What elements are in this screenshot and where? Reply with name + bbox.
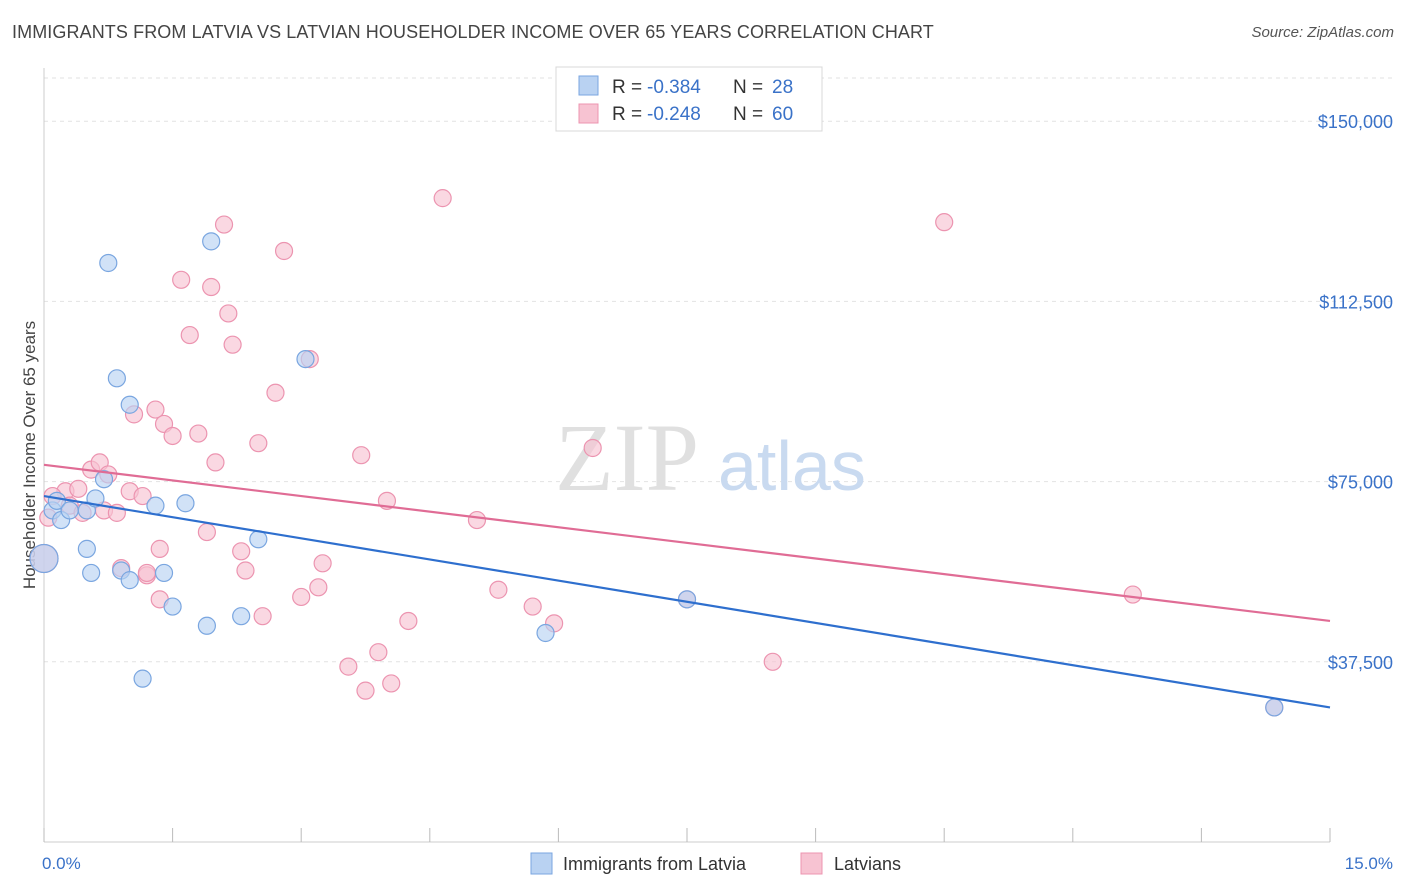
- x-tick-labels: 0.0% 15.0%: [42, 854, 1393, 873]
- y-axis-label: Householder Income Over 65 years: [20, 321, 39, 589]
- pink-point-24: [197, 522, 216, 542]
- blue-point-14: [120, 571, 139, 590]
- pink-point-22: [180, 325, 199, 345]
- pink-point-38: [313, 554, 332, 573]
- bottom-legend-label-pink: Latvians: [834, 854, 901, 874]
- trend-line-1: [43, 463, 1331, 623]
- legend-n-value-1: 28: [772, 77, 793, 98]
- bottom-legend-label-blue: Immigrants from Latvia: [563, 854, 747, 874]
- data-points: [29, 189, 1284, 717]
- y-tick-label-1: $75,000: [1328, 473, 1393, 493]
- pink-point-46: [433, 189, 452, 208]
- blue-point-7: [82, 563, 101, 583]
- x-tick-label-1: 15.0%: [1345, 854, 1393, 873]
- pink-point-29: [223, 335, 242, 354]
- blue-point-26: [677, 590, 697, 609]
- bottom-legend: Immigrants from Latvia Latvians: [530, 852, 901, 875]
- pink-point-55: [1123, 585, 1142, 604]
- blue-point-11: [107, 369, 126, 388]
- legend-n-label-2: N =: [733, 104, 763, 125]
- pink-point-40: [352, 446, 371, 465]
- pink-point-48: [489, 580, 508, 599]
- blue-point-20: [197, 616, 216, 635]
- blue-point-18: [163, 597, 182, 616]
- legend-swatch-blue: [578, 75, 599, 96]
- blue-point-17: [154, 563, 174, 583]
- legend-r-value-1: -0.384: [647, 77, 701, 98]
- bottom-legend-swatch-pink: [800, 852, 823, 875]
- y-tick-labels: $37,500 $75,000 $112,500 $150,000: [1318, 112, 1393, 673]
- legend-r-value-2: -0.248: [647, 104, 701, 125]
- legend-r-label-1: R =: [612, 77, 642, 98]
- y-tick-label-3: $150,000: [1318, 112, 1393, 132]
- pink-point-45: [399, 611, 418, 631]
- pink-point-14: [133, 486, 152, 506]
- pink-point-35: [274, 241, 294, 261]
- blue-point-27: [1265, 698, 1284, 717]
- blue-point-13: [120, 395, 139, 414]
- blue-point-19: [176, 494, 195, 513]
- y-tick-label-2: $112,500: [1319, 292, 1393, 312]
- pink-point-18: [150, 539, 169, 558]
- y-tick-label-0: $37,500: [1328, 653, 1393, 673]
- legend-n-value-2: 60: [772, 104, 793, 125]
- pink-point-39: [339, 657, 358, 676]
- blue-point-6: [77, 539, 96, 558]
- watermark: ZIP atlas: [555, 404, 866, 511]
- pink-point-30: [232, 542, 251, 561]
- pink-point-34: [266, 383, 285, 402]
- legend-frame: [555, 66, 823, 132]
- pink-point-25: [202, 277, 221, 297]
- pink-point-51: [583, 438, 602, 458]
- blue-point-0: [29, 543, 59, 574]
- pink-point-32: [249, 434, 268, 453]
- pink-point-42: [369, 643, 388, 662]
- pink-point-53: [763, 652, 782, 671]
- trend-line-0: [43, 494, 1331, 709]
- pink-point-31: [236, 561, 255, 580]
- blue-point-21: [202, 232, 221, 251]
- bottom-legend-swatch-blue: [530, 852, 553, 875]
- pink-point-28: [219, 304, 238, 323]
- pink-point-37: [309, 578, 328, 597]
- pink-point-21: [172, 270, 191, 289]
- legend-swatch-pink: [578, 103, 599, 124]
- legend: R = -0.384 N = 28 R = -0.248 N = 60: [555, 66, 823, 132]
- pink-point-23: [189, 424, 208, 443]
- pink-point-44: [382, 674, 401, 693]
- pink-point-41: [356, 681, 375, 700]
- pink-point-27: [214, 215, 234, 234]
- pink-point-49: [523, 597, 542, 616]
- source-label: Source: ZipAtlas.com: [1251, 24, 1394, 41]
- pink-point-58: [137, 563, 156, 583]
- blue-point-9: [94, 470, 114, 489]
- pink-point-26: [206, 453, 225, 472]
- pink-point-16: [146, 400, 165, 419]
- blue-point-25: [536, 623, 555, 643]
- blue-point-16: [146, 496, 165, 515]
- blue-point-4: [60, 501, 79, 520]
- legend-r-label-2: R =: [612, 104, 642, 125]
- watermark-zip: ZIP: [555, 404, 699, 511]
- pink-point-47: [467, 510, 487, 530]
- pink-point-4: [69, 479, 88, 498]
- axes: [43, 68, 1331, 843]
- blue-point-24: [296, 349, 315, 369]
- chart-title: IMMIGRANTS FROM LATVIA VS LATVIAN HOUSEH…: [12, 22, 934, 42]
- pink-point-20: [163, 426, 182, 446]
- blue-point-10: [99, 253, 118, 273]
- blue-point-22: [232, 607, 251, 626]
- pink-point-54: [935, 213, 954, 232]
- x-tick-label-0: 0.0%: [42, 854, 81, 873]
- trend-lines: [43, 463, 1331, 709]
- pink-point-33: [253, 607, 272, 626]
- watermark-atlas: atlas: [718, 427, 866, 505]
- pink-point-36: [292, 587, 311, 607]
- blue-point-15: [133, 669, 152, 688]
- legend-n-label-1: N =: [733, 77, 763, 98]
